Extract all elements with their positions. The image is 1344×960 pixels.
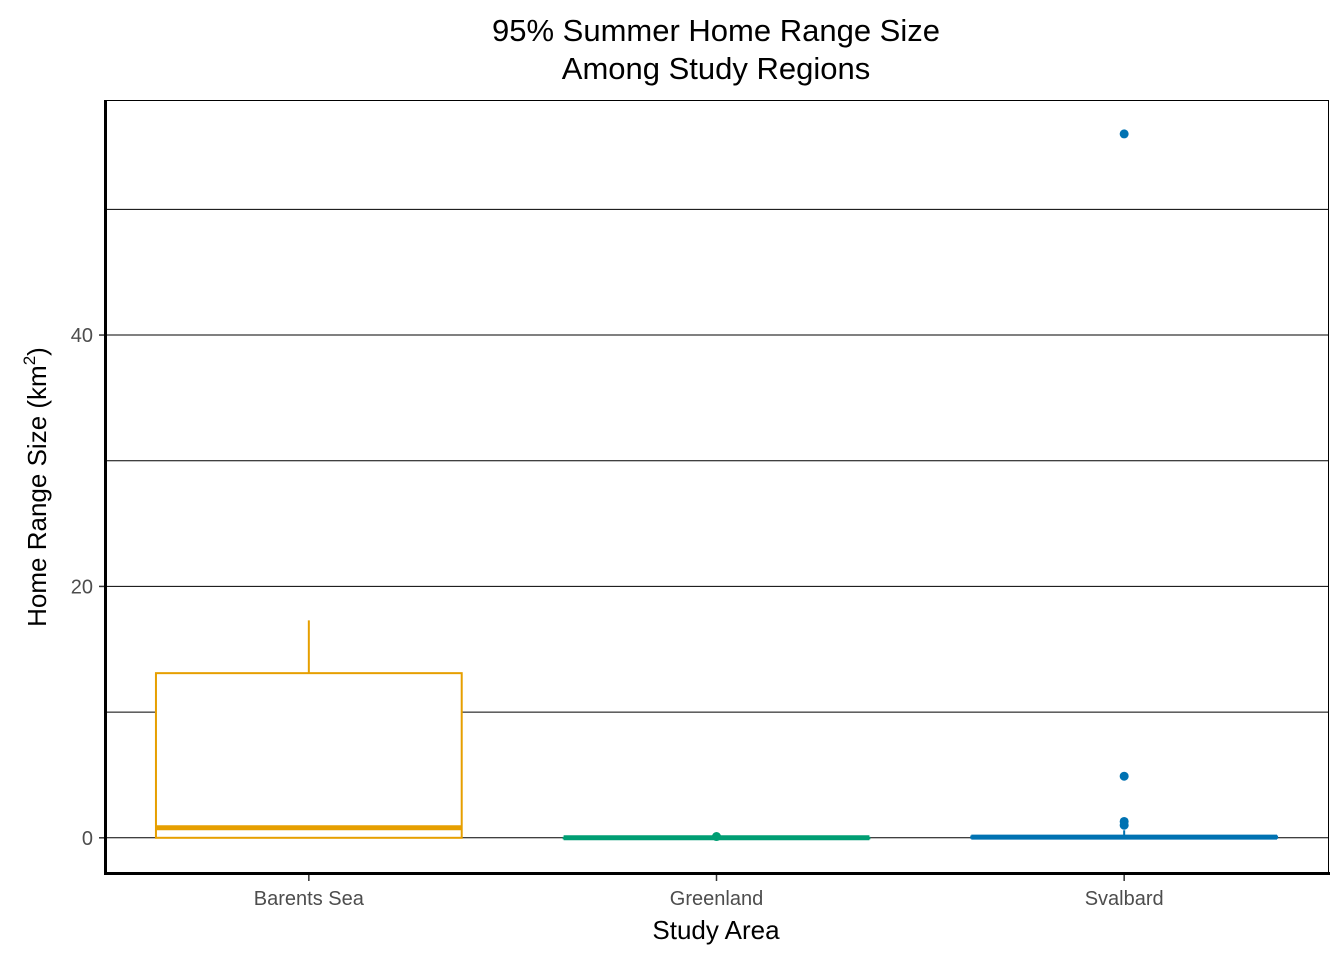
- chart-title-line-2: Among Study Regions: [562, 51, 870, 86]
- x-tick-label: Svalbard: [1085, 888, 1164, 910]
- y-axis-label-superscript: 2: [20, 356, 39, 365]
- box-svalbard: [970, 129, 1279, 840]
- outlier-point: [1119, 129, 1129, 139]
- outlier-point: [1119, 771, 1129, 781]
- x-axis-ticks: Barents Sea Greenland Svalbard: [254, 875, 1164, 910]
- outlier-point: [712, 832, 721, 842]
- x-axis-label: Study Area: [652, 915, 780, 945]
- box-greenland: [562, 832, 871, 842]
- outlier-point: [1119, 816, 1129, 826]
- y-tick-label: 20: [71, 576, 93, 598]
- x-tick-label: Barents Sea: [254, 888, 365, 910]
- box-barents-sea: [154, 620, 463, 839]
- chart-title-line-1: 95% Summer Home Range Size: [492, 13, 940, 48]
- x-tick-label: Greenland: [670, 888, 763, 910]
- y-tick-label: 0: [82, 828, 93, 850]
- y-axis-ticks: 0 20 40: [71, 325, 105, 850]
- box-iqr: [154, 672, 463, 839]
- boxes: [154, 129, 1279, 842]
- y-tick-label: 40: [71, 325, 93, 347]
- y-axis-label-close: ): [22, 347, 52, 356]
- y-axis-label-main: Home Range Size (km: [22, 365, 52, 627]
- y-axis-label: Home Range Size (km2): [20, 347, 52, 627]
